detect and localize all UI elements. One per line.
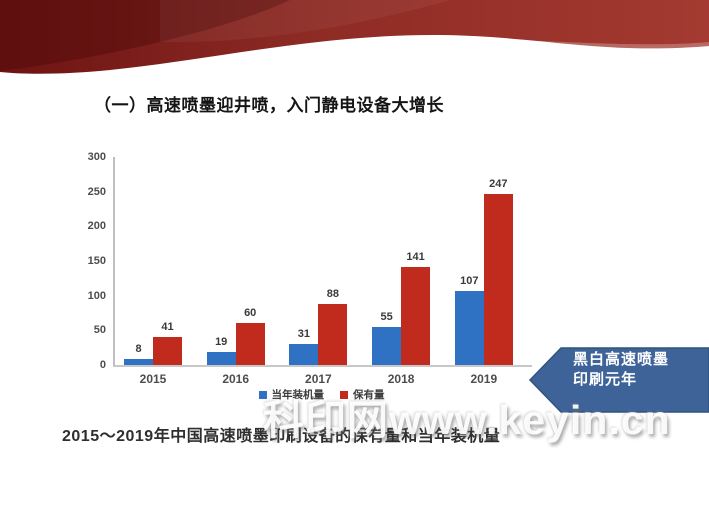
bar-2018-当年装机量 — [372, 327, 402, 365]
y-axis-tick-label: 200 — [87, 220, 106, 233]
bar-2016-当年装机量 — [206, 352, 236, 365]
chart-legend: 当年装机量 保有量 — [113, 387, 530, 402]
bar-2018-保有量 — [401, 267, 431, 365]
callout-line1: 黑白高速喷墨 — [573, 351, 670, 368]
bar-group-2019: 107 247 2019 — [454, 157, 513, 386]
y-axis-tick-label: 50 — [93, 324, 106, 337]
callout-text: 黑白高速喷墨 印刷元年 — [573, 350, 669, 390]
chart-caption: 2015～2019年中国高速喷墨印刷设备的保有量和当年装机量 — [62, 428, 501, 445]
slide-header-decoration — [0, 0, 709, 74]
bar-2017-保有量 — [318, 304, 348, 365]
bar-chart-plot-area: 0 50 100 150 200 250 300 8 41 2015 19 60 2016 31 88 201… — [88, 151, 532, 386]
legend-label: 保有量 — [353, 389, 385, 401]
bar-group-2016: 19 60 2016 — [206, 157, 265, 386]
y-axis-tick-label: 150 — [87, 255, 106, 267]
bar-group-2015: 8 41 2015 — [124, 157, 182, 386]
bar-2015-当年装机量 — [124, 359, 153, 365]
y-axis-tick-label: 250 — [87, 185, 106, 198]
legend-item: 保有量 — [340, 387, 385, 402]
slide-title: （一）高速喷墨迎井喷，入门静电设备大增长 — [94, 96, 444, 115]
bar-value-label: 8 — [135, 343, 142, 355]
x-axis-category-label: 2017 — [305, 372, 332, 386]
bar-2019-保有量 — [483, 194, 513, 365]
legend-swatch — [258, 390, 267, 399]
bar-value-label: 88 — [326, 288, 340, 300]
x-axis-category-label: 2016 — [222, 372, 250, 386]
bar-2015-保有量 — [153, 337, 182, 365]
bar-group-2017: 31 88 2017 — [289, 157, 348, 386]
bar-value-label: 141 — [406, 251, 425, 263]
x-axis-category-label: 2015 — [139, 372, 167, 386]
legend-item: 当年装机量 — [258, 387, 325, 402]
x-axis-category-label: 2019 — [470, 372, 498, 386]
bar-2016-保有量 — [235, 323, 265, 365]
bar-value-label: 60 — [244, 307, 257, 319]
y-axis-tick-label: 100 — [87, 289, 106, 302]
y-axis-tick-label: 0 — [99, 359, 106, 371]
bar-value-label: 55 — [380, 311, 393, 323]
legend-label: 当年装机量 — [271, 389, 325, 401]
callout-line2: 印刷元年 — [573, 371, 638, 388]
watermark-text: 科印网www.keyin.cn — [263, 397, 671, 443]
bar-value-label: 41 — [161, 321, 174, 333]
legend-swatch — [340, 390, 348, 399]
bar-value-label: 19 — [215, 336, 228, 348]
y-axis-tick-label: 300 — [87, 151, 106, 163]
x-axis-category-label: 2018 — [387, 372, 415, 386]
bar-value-label: 31 — [297, 328, 311, 340]
bar-2019-当年装机量 — [454, 291, 484, 365]
bar-group-2018: 55 141 2018 — [372, 157, 431, 386]
bar-value-label: 107 — [460, 275, 479, 287]
bar-value-label: 247 — [489, 178, 508, 190]
callout-arrow-shape — [528, 347, 709, 413]
bar-2017-当年装机量 — [289, 344, 319, 365]
